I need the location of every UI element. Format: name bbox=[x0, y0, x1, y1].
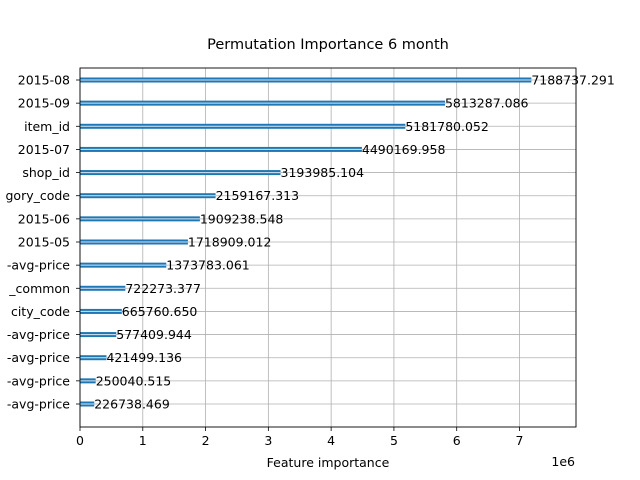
y-tick-label: -avg-price bbox=[7, 258, 70, 273]
bar-value-label: 1718909.012 bbox=[188, 235, 272, 250]
x-tick-label: 1 bbox=[139, 433, 147, 448]
bar-value-label: 5181780.052 bbox=[405, 119, 489, 134]
y-tick-label: 2015-08 bbox=[18, 73, 70, 88]
bar-value-label: 250040.515 bbox=[96, 373, 172, 388]
y-tick-label: item_id bbox=[24, 119, 70, 134]
bar-value-label: 665760.650 bbox=[122, 304, 198, 319]
plot-frame bbox=[79, 67, 577, 428]
ytick-labels: 2015-08 2015-09 item_id 2015-07 shop_id gory_… bbox=[5, 73, 70, 412]
y-tick-label: shop_id bbox=[22, 165, 70, 180]
x-tick-label: 6 bbox=[453, 433, 461, 448]
bar-value-label: 7188737.291 bbox=[531, 73, 615, 88]
bar-value-label: 577409.944 bbox=[116, 327, 192, 342]
bar-value-label: 5813287.086 bbox=[445, 96, 529, 111]
bar-value-label: 226738.469 bbox=[94, 397, 170, 412]
bar-value-label: 4490169.958 bbox=[362, 142, 446, 157]
y-tick-label: -avg-price bbox=[7, 327, 70, 342]
y-tick-label: 2015-05 bbox=[18, 235, 70, 250]
bar-value-label: 421499.136 bbox=[106, 350, 182, 365]
bars-layer bbox=[80, 77, 532, 407]
bar-value-label: 1909238.548 bbox=[200, 211, 284, 226]
y-tick-label: 2015-06 bbox=[18, 211, 70, 226]
x-tick-label: 4 bbox=[327, 433, 335, 448]
y-tick-label: _common bbox=[8, 281, 70, 296]
x-axis-label: Feature importance bbox=[267, 455, 390, 470]
x-tick-label: 2 bbox=[202, 433, 210, 448]
y-tick-label: -avg-price bbox=[7, 373, 70, 388]
bar-value-label: 1373783.061 bbox=[166, 258, 250, 273]
bar-value-label: 722273.377 bbox=[125, 281, 201, 296]
x-tick-label: 7 bbox=[516, 433, 524, 448]
y-tick-label: -avg-price bbox=[7, 397, 70, 412]
y-tick-label: -avg-price bbox=[7, 350, 70, 365]
x-tick-label: 3 bbox=[264, 433, 272, 448]
x-axis-offset-label: 1e6 bbox=[551, 454, 575, 469]
chart-title: Permutation Importance 6 month bbox=[207, 37, 449, 53]
xtick-labels: 0 1 2 3 4 5 6 7 bbox=[76, 433, 523, 448]
y-tick-label: 2015-09 bbox=[18, 96, 70, 111]
y-tick-label: gory_code bbox=[5, 188, 70, 203]
y-tick-label: 2015-07 bbox=[18, 142, 70, 157]
bar-value-label: 3193985.104 bbox=[281, 165, 365, 180]
x-tick-label: 0 bbox=[76, 433, 84, 448]
y-tick-label: city_code bbox=[11, 304, 70, 319]
x-tick-label: 5 bbox=[390, 433, 398, 448]
bar-value-label: 2159167.313 bbox=[216, 188, 300, 203]
